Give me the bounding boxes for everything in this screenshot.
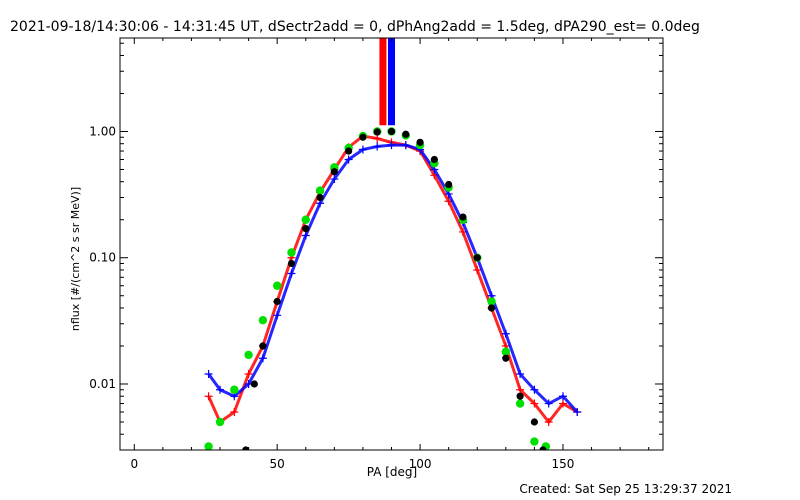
data-point-red	[516, 385, 525, 394]
model-point-black	[273, 297, 281, 306]
model-point-green	[230, 385, 239, 394]
x-tick-label: 150	[552, 457, 575, 471]
data-point-blue	[373, 142, 382, 151]
model-point-black	[387, 127, 396, 136]
created-timestamp: Created: Sat Sep 25 13:29:37 2021	[519, 482, 732, 496]
model-point-black	[416, 138, 424, 146]
model-point-green	[272, 281, 282, 290]
data-point-blue	[301, 231, 310, 240]
plot-area	[204, 38, 582, 450]
model-point-black	[430, 155, 438, 164]
model-point-green	[487, 297, 496, 306]
data-point-red	[473, 265, 482, 274]
model-point-green	[244, 350, 253, 360]
model-point-black	[487, 304, 496, 312]
model-point-black	[502, 354, 510, 362]
model-point-black	[359, 133, 367, 141]
model-point-black	[250, 380, 258, 388]
data-point-red	[204, 392, 213, 401]
data-point-blue	[287, 269, 296, 278]
y-tick-label: 0.10	[89, 251, 116, 265]
x-axis-label: PA [deg]	[367, 465, 417, 479]
model-point-green	[530, 437, 539, 446]
x-tick-label: 50	[270, 457, 285, 471]
model-point-green	[315, 186, 325, 195]
data-point-blue	[530, 385, 539, 394]
data-point-red	[544, 417, 553, 426]
x-tick-label: 100	[409, 457, 432, 471]
data-point-blue	[204, 369, 213, 378]
data-point-blue	[573, 407, 582, 416]
y-tick-label: 1.00	[89, 124, 116, 138]
data-point-blue	[558, 392, 567, 401]
data-point-red	[244, 369, 253, 378]
chart-title: 2021-09-18/14:30:06 - 14:31:45 UT, dSect…	[10, 19, 700, 35]
x-tick-label: 0	[130, 457, 138, 471]
data-point-blue	[273, 311, 282, 320]
model-point-green	[501, 347, 511, 356]
model-point-black	[539, 446, 547, 450]
data-point-blue	[358, 145, 367, 154]
model-point-black	[473, 254, 481, 262]
model-point-green	[215, 417, 225, 427]
model-point-black	[530, 418, 538, 426]
model-point-green	[204, 442, 213, 450]
model-point-black	[402, 130, 410, 138]
model-point-black	[373, 128, 381, 136]
model-point-green	[287, 248, 296, 257]
model-point-black	[516, 392, 524, 400]
model-point-black	[459, 213, 467, 221]
model-point-black	[287, 259, 296, 268]
model-point-black	[345, 147, 353, 155]
data-point-blue	[216, 385, 225, 394]
data-point-red	[373, 134, 382, 143]
model-point-green	[258, 316, 268, 325]
model-point-black	[330, 168, 338, 176]
data-point-blue	[501, 329, 510, 338]
data-point-red	[558, 399, 567, 408]
model-point-black	[259, 342, 267, 350]
data-point-blue	[401, 141, 410, 150]
y-axis-label: nflux [#/(cm^2 s sr MeV)]	[69, 187, 82, 331]
model-point-green	[515, 399, 525, 408]
data-point-blue	[344, 155, 353, 164]
data-point-red	[230, 407, 239, 416]
data-point-blue	[516, 369, 525, 378]
y-tick-label: 0.01	[89, 377, 116, 391]
model-point-black	[316, 193, 324, 202]
data-point-blue	[330, 175, 339, 184]
data-point-blue	[544, 399, 553, 408]
model-point-black	[242, 446, 250, 450]
model-point-black	[302, 225, 310, 233]
axis-ticks: 0 50 100 150 0.01 0.10 1.00	[89, 38, 663, 471]
model-point-black	[445, 180, 453, 189]
data-point-blue	[258, 354, 267, 363]
model-point-green	[301, 215, 310, 224]
data-point-blue	[387, 141, 396, 150]
data-point-red	[530, 399, 539, 408]
